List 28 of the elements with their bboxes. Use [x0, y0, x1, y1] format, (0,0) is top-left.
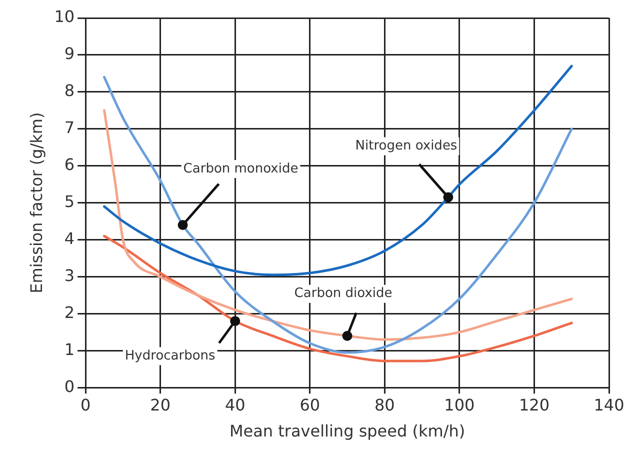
series-label: Carbon monoxide [183, 161, 298, 176]
x-tick-label: 0 [80, 395, 91, 414]
x-tick-label: 100 [444, 395, 475, 414]
x-tick-label: 120 [518, 395, 550, 414]
line-series [103, 64, 573, 276]
legend-label: Hydrocarbons [124, 348, 216, 364]
y-tick-label: 10 [54, 7, 75, 26]
x-tick-label: 140 [594, 395, 624, 414]
x-tick-label: 20 [150, 395, 171, 414]
x-tick-label: 40 [224, 395, 246, 414]
y-axis-title: Emission factor (g/km) [26, 112, 46, 294]
x-axis-title: Mean travelling speed (km/h) [229, 422, 466, 441]
y-tick-label: 9 [64, 44, 75, 64]
x-tick-label: 80 [374, 395, 395, 414]
series-label: Carbon dioxide [294, 286, 392, 302]
y-tick-label: 2 [64, 302, 75, 322]
x-tick-label: 60 [300, 395, 320, 414]
y-tick-label: 4 [64, 228, 75, 248]
y-tick-label: 8 [64, 81, 75, 100]
y-tick-label: 6 [64, 154, 75, 174]
series-label: Nitrogen oxides [355, 138, 458, 154]
y-tick-label: 1 [64, 340, 75, 359]
y-tick-label: 3 [64, 266, 75, 285]
y-tick-label: 5 [64, 192, 75, 211]
line-series [103, 234, 573, 362]
line-series [103, 109, 573, 341]
y-tick-label: 0 [64, 376, 75, 396]
y-tick-label: 7 [64, 118, 75, 138]
